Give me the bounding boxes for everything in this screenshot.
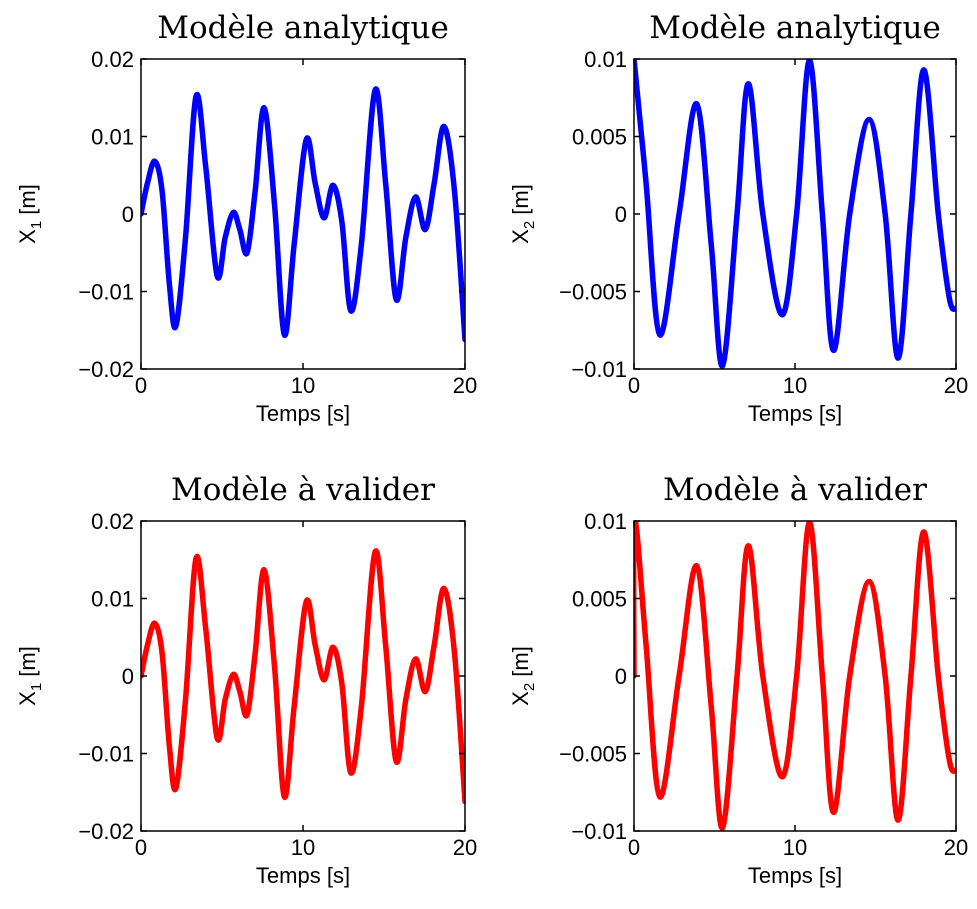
y-tick-label: 0.02 <box>91 509 134 534</box>
y-tick-label: 0.005 <box>572 587 627 612</box>
y-tick-label: 0 <box>615 202 627 227</box>
chart-title: Modèle analytique <box>157 10 449 46</box>
series-line-1 <box>634 521 956 831</box>
y-axis-label: X1 [m] <box>15 184 45 244</box>
y-tick-label: 0.005 <box>572 125 627 150</box>
x-axis-label: Temps [s] <box>748 401 842 426</box>
y-tick-label: −0.01 <box>78 742 134 767</box>
y-tick-label: 0 <box>122 664 134 689</box>
x-axis-label: Temps [s] <box>256 863 350 888</box>
x-tick-label: 10 <box>291 835 315 860</box>
y-tick-label: −0.02 <box>78 357 134 382</box>
x-axis-label: Temps [s] <box>748 863 842 888</box>
y-tick-label: 0.01 <box>584 509 627 534</box>
series-line-1 <box>141 86 465 343</box>
series-line-1 <box>141 548 465 805</box>
x-axis-label: Temps [s] <box>256 401 350 426</box>
y-tick-label: −0.01 <box>571 819 627 844</box>
y-tick-label: 0 <box>122 202 134 227</box>
chart-panel-3: 0 10 20 0.02 0.01 0 −0.01 −0.02 Modèle à valider… <box>15 472 477 888</box>
x-tick-label: 0 <box>135 835 147 860</box>
y-axis-label: X1 [m] <box>15 646 45 706</box>
y-tick-label: 0.01 <box>584 47 627 72</box>
y-tick-label: −0.02 <box>78 819 134 844</box>
y-axis-label: X2 [m] <box>508 184 538 244</box>
y-tick-label: 0.02 <box>91 47 134 72</box>
x-tick-label: 10 <box>783 835 807 860</box>
y-tick-label: −0.01 <box>78 280 134 305</box>
chart-panel-2: 0 10 20 0.01 0.005 0 −0.005 −0.01 Modèle analyti… <box>508 10 968 426</box>
y-tick-label: 0 <box>615 664 627 689</box>
x-tick-label: 0 <box>628 835 640 860</box>
y-tick-label: 0.01 <box>91 587 134 612</box>
x-tick-label: 20 <box>453 835 477 860</box>
x-tick-label: 20 <box>453 373 477 398</box>
y-tick-label: −0.005 <box>559 280 627 305</box>
x-tick-label: 0 <box>135 373 147 398</box>
y-tick-label: −0.01 <box>571 357 627 382</box>
y-tick-label: −0.005 <box>559 742 627 767</box>
y-axis-label: X2 [m] <box>508 646 538 706</box>
chart-panel-4: 0 10 20 0.01 0.005 0 −0.005 −0.01 Modèle à valid… <box>508 472 968 888</box>
x-tick-label: 10 <box>291 373 315 398</box>
x-tick-label: 10 <box>783 373 807 398</box>
chart-title: Modèle analytique <box>649 10 941 46</box>
chart-title: Modèle à valider <box>171 472 435 508</box>
y-tick-label: 0.01 <box>91 125 134 150</box>
series-line-1 <box>634 59 956 369</box>
x-tick-label: 0 <box>628 373 640 398</box>
x-tick-label: 20 <box>944 373 968 398</box>
chart-panel-1: 0 10 20 0.02 0.01 0 −0.01 −0.02 Modèle analytiqu… <box>15 10 477 426</box>
chart-title: Modèle à valider <box>663 472 927 508</box>
x-tick-label: 20 <box>944 835 968 860</box>
